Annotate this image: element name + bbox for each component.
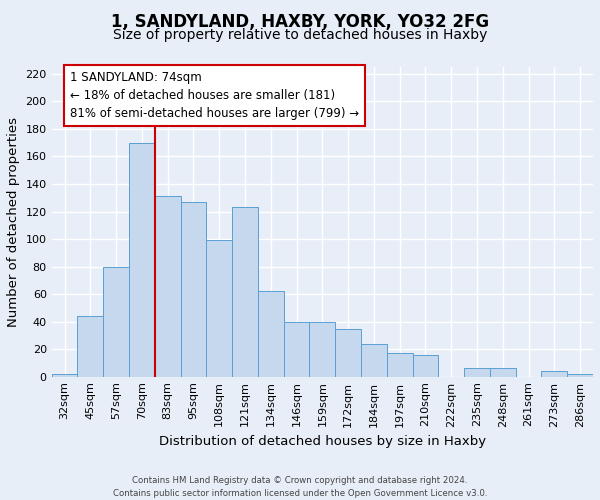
Text: 1 SANDYLAND: 74sqm
← 18% of detached houses are smaller (181)
81% of semi-detach: 1 SANDYLAND: 74sqm ← 18% of detached hou…: [70, 71, 359, 120]
Bar: [52, 374, 77, 376]
Bar: [77, 316, 103, 376]
Bar: [335, 328, 361, 376]
Bar: [129, 142, 155, 376]
Text: Size of property relative to detached houses in Haxby: Size of property relative to detached ho…: [113, 28, 487, 42]
Bar: [258, 292, 284, 376]
Bar: [232, 208, 258, 376]
Text: Contains HM Land Registry data © Crown copyright and database right 2024.
Contai: Contains HM Land Registry data © Crown c…: [113, 476, 487, 498]
Bar: [413, 354, 439, 376]
Bar: [310, 322, 335, 376]
Bar: [541, 371, 567, 376]
Bar: [387, 354, 413, 376]
Bar: [206, 240, 232, 376]
Bar: [361, 344, 387, 376]
Bar: [284, 322, 310, 376]
Bar: [155, 196, 181, 376]
Bar: [181, 202, 206, 376]
Bar: [567, 374, 593, 376]
X-axis label: Distribution of detached houses by size in Haxby: Distribution of detached houses by size …: [159, 435, 486, 448]
Text: 1, SANDYLAND, HAXBY, YORK, YO32 2FG: 1, SANDYLAND, HAXBY, YORK, YO32 2FG: [111, 12, 489, 30]
Bar: [464, 368, 490, 376]
Y-axis label: Number of detached properties: Number of detached properties: [7, 117, 20, 327]
Bar: [103, 266, 129, 376]
Bar: [490, 368, 516, 376]
